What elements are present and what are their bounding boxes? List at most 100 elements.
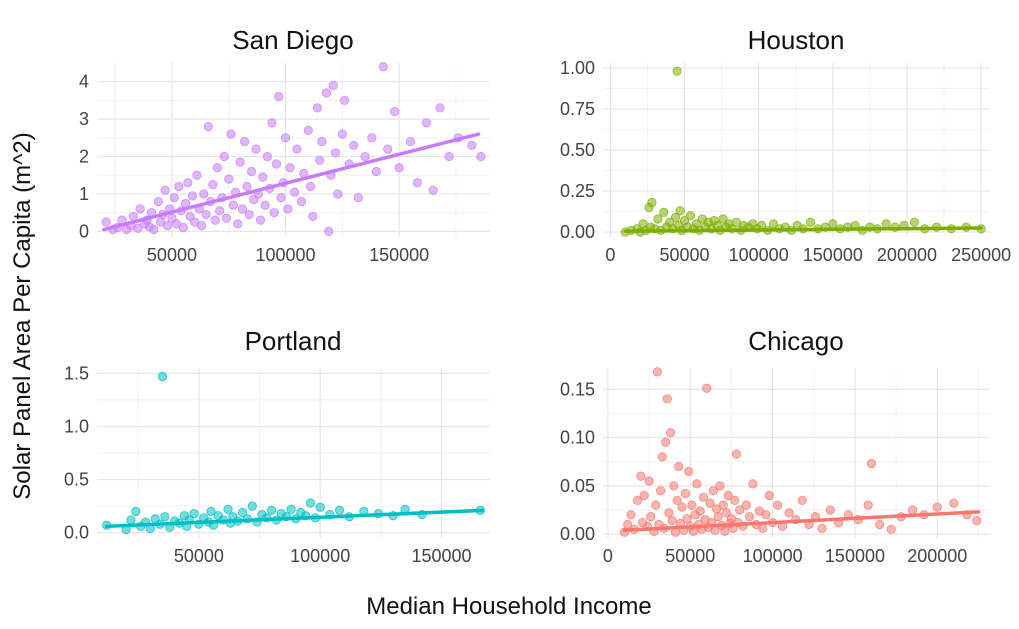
x-tick-label: 50000 [147,245,197,265]
data-point [698,492,709,503]
data-point [267,118,277,128]
data-point [149,224,159,235]
data-point [153,196,163,207]
data-point [169,193,179,203]
data-point [909,217,919,227]
data-point [881,219,891,229]
data-point [687,500,697,510]
data-point [235,157,245,167]
data-point [292,144,302,154]
y-tick-label: 0.05 [560,476,595,496]
data-point [330,148,341,158]
data-point [212,163,222,173]
data-point [199,189,209,199]
data-point [817,523,827,533]
data-point [972,516,982,526]
panel-chicago: 0 50000 100000 150000 200000 0.00 0.05 0.10 0.15… [560,326,990,566]
data-point [247,501,257,511]
y-tick-label: 0.10 [560,428,595,448]
data-point [636,471,646,481]
y-tick-label: 0.50 [560,140,595,160]
data-point [674,461,684,472]
data-point [233,219,243,229]
data-point [210,215,220,225]
data-point [260,200,270,210]
x-tick-label: 50000 [665,546,715,566]
x-tick-label: 100000 [290,546,350,566]
data-point [178,223,188,233]
data-point [333,189,343,199]
data-point [720,526,730,536]
x-tick-label: 100000 [729,245,789,265]
y-tick-label: 0.00 [560,222,595,242]
data-point [772,500,783,510]
data-point [206,506,216,517]
data-point [647,197,657,208]
data-point [721,508,732,518]
y-tick-label: 1.5 [64,363,89,383]
data-point [718,214,728,224]
data-point [244,209,254,220]
data-point [784,508,794,518]
data-point [324,226,334,236]
data-point [378,62,388,72]
data-point [226,129,236,139]
data-point [828,219,838,229]
data-point [223,504,233,514]
data-point [669,481,679,491]
trend-line [104,508,485,529]
y-tick-label: 0.0 [64,523,89,543]
data-point [875,519,885,530]
data-point [315,155,325,165]
x-tick-label: 150000 [825,546,885,566]
data-point [651,500,661,510]
data-point [723,490,733,501]
data-point [672,66,682,76]
data-point [675,206,685,216]
data-point [715,481,725,491]
data-point [183,178,193,188]
y-tick-label: 0.5 [64,470,89,490]
panel-title: Portland [245,326,342,356]
data-point [718,500,728,510]
y-tick-label: 0.15 [560,379,595,399]
data-point [685,211,696,221]
data-point [187,191,198,201]
data-point [162,221,173,231]
y-axis-title: Solar Panel Area Per Capita (m^2) [9,132,36,499]
data-point [160,512,170,522]
data-point [208,180,218,190]
panel-san-diego: 50000 100000 150000 0 1 2 3 4 San Diego [79,25,490,265]
data-point [157,371,168,382]
data-point [741,500,751,510]
data-point [748,479,758,489]
data-point [312,103,322,113]
data-point [907,505,918,515]
data-point [128,211,138,222]
data-point [730,495,740,505]
data-point [644,476,654,486]
data-point [805,217,816,227]
data-point [262,151,272,162]
data-point [657,452,667,462]
x-tick-label: 0 [605,245,615,265]
data-point [672,495,682,505]
data-point [290,187,300,197]
data-point [705,498,715,508]
data-point [367,133,377,143]
data-point [228,200,238,210]
data-point [394,163,404,173]
x-tick-label: 150000 [369,245,429,265]
data-point [219,151,229,162]
data-point [677,502,687,512]
data-point [224,174,234,184]
panel-title: Chicago [748,326,843,356]
data-point [203,122,213,132]
data-point [405,136,416,147]
data-point [662,394,672,404]
y-tick-label: 0.00 [560,524,595,544]
data-point [758,523,768,533]
data-point [708,486,718,496]
data-point [131,506,141,517]
data-point [353,193,363,203]
